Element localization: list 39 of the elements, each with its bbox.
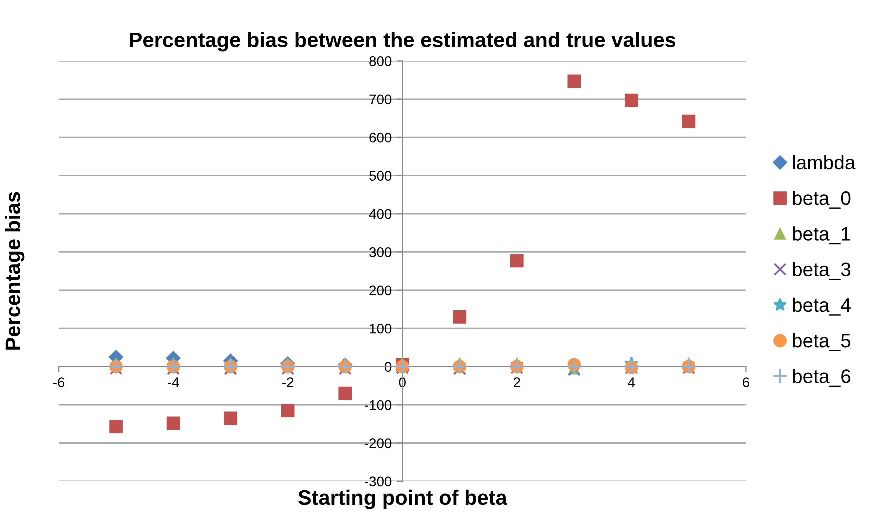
- point: [510, 254, 524, 268]
- legend-label: beta_4: [793, 298, 851, 316]
- y-tick-label: 500: [370, 171, 392, 181]
- x-axis-title: Starting point of beta: [298, 490, 508, 510]
- legend-label: beta_3: [793, 262, 851, 280]
- x-tick-label: -4: [168, 378, 180, 388]
- y-tick-label: 100: [370, 324, 392, 334]
- point: [166, 416, 180, 430]
- point: [453, 310, 467, 324]
- y-tick-label: 200: [370, 286, 392, 296]
- y-tick-label: -300: [365, 476, 392, 487]
- x-tick-label: -6: [53, 378, 65, 388]
- y-tick-label: -200: [365, 438, 392, 448]
- legend-label: lambda: [793, 155, 856, 170]
- y-tick-label: 600: [370, 132, 392, 143]
- y-tick-label: -100: [365, 400, 392, 410]
- point: [110, 420, 123, 434]
- chart-title: Percentage bias between the estimated and true values: [130, 32, 676, 52]
- point: [281, 404, 295, 418]
- x-tick-label: -2: [282, 378, 294, 388]
- point: [338, 386, 352, 400]
- y-tick-label: 800: [370, 56, 392, 66]
- x-tick-label: 2: [514, 378, 520, 388]
- y-tick-label: 300: [370, 248, 392, 258]
- x-tick-label: 6: [743, 378, 750, 388]
- legend-label: beta_5: [793, 334, 851, 352]
- legend-label: beta_0: [793, 191, 851, 209]
- y-tick-label: 400: [369, 209, 392, 220]
- legend-label: beta_6: [793, 369, 851, 388]
- x-tick-label: 0: [399, 378, 406, 388]
- legend-label: beta_1: [793, 226, 850, 245]
- y-tick-label: 700: [370, 94, 392, 105]
- point: [625, 94, 638, 108]
- point: [682, 114, 696, 128]
- y-axis-title: Percentage bias: [5, 192, 25, 350]
- y-tick-label: 0: [385, 362, 392, 372]
- point: [568, 74, 582, 88]
- x-tick-label: 4: [628, 378, 636, 388]
- point: [224, 412, 238, 426]
